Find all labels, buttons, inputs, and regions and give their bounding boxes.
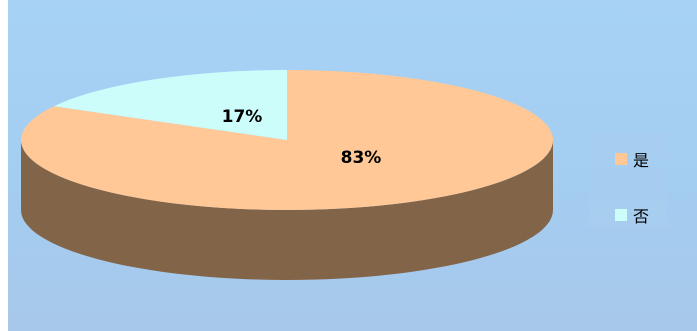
pie-slice-0 bbox=[20, 70, 553, 211]
legend-swatch-no bbox=[615, 209, 627, 221]
legend: 是 否 bbox=[589, 133, 667, 229]
legend-item-no: 否 bbox=[615, 203, 649, 227]
legend-label-no: 否 bbox=[633, 207, 650, 226]
legend-label-yes: 是 bbox=[633, 151, 650, 170]
legend-item-yes: 是 bbox=[615, 147, 649, 171]
legend-swatch-yes bbox=[615, 153, 627, 165]
pie-slice-1 bbox=[53, 70, 288, 140]
data-label-1: 17% bbox=[222, 107, 263, 127]
data-label-0: 83% bbox=[341, 148, 382, 168]
